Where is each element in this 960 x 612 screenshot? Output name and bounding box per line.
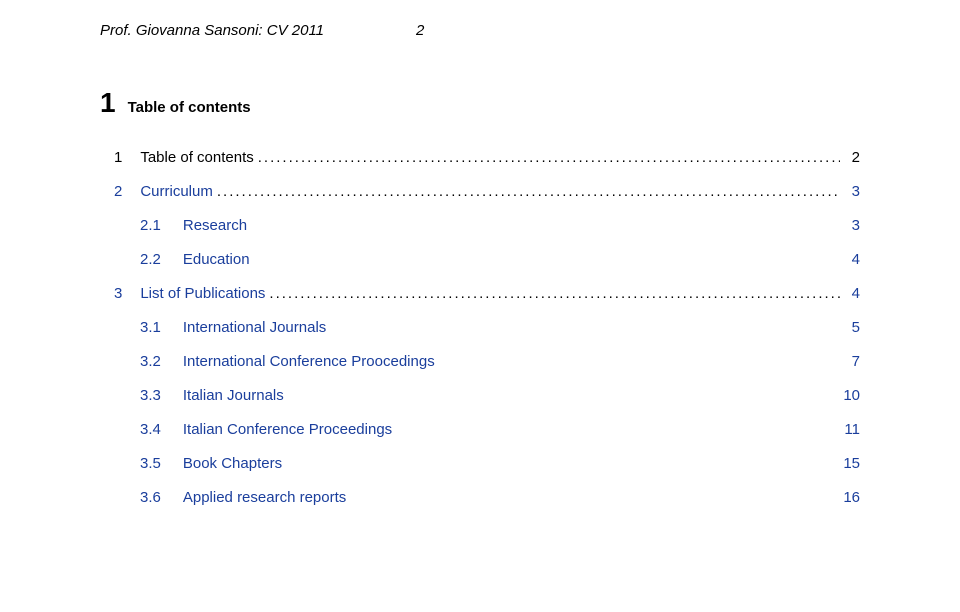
toc-page: 3 (840, 183, 860, 200)
toc-page: 10 (840, 387, 860, 404)
toc-row: 2.1 Research 3 (100, 217, 860, 234)
toc-page: 2 (840, 149, 860, 166)
toc-row: 1 Table of contents 2 (100, 149, 860, 166)
toc-label: Curriculum (140, 183, 213, 200)
toc-number: 3.3 (140, 387, 161, 404)
header-title: Prof. Giovanna Sansoni: CV 2011 (100, 22, 324, 39)
toc-number: 3 (114, 285, 122, 302)
toc-label: Italian Journals (183, 387, 284, 404)
toc-row: 3.6 Applied research reports 16 (100, 489, 860, 506)
toc-page: 15 (840, 455, 860, 472)
toc-number: 3.5 (140, 455, 161, 472)
page: Prof. Giovanna Sansoni: CV 2011 2 1 Tabl… (0, 0, 960, 612)
toc-page: 5 (840, 319, 860, 336)
toc-number: 3.4 (140, 421, 161, 438)
toc-leader-dots (254, 149, 840, 166)
section-heading: 1 Table of contents (100, 87, 860, 119)
toc-row: 3.2 International Conference Proocedings 7 (100, 353, 860, 370)
section-number: 1 (100, 87, 116, 119)
table-of-contents: 1 Table of contents 2 2 Curriculum 3 2.1 Resear… (100, 149, 860, 506)
toc-label: Education (183, 251, 250, 268)
toc-number: 3.1 (140, 319, 161, 336)
toc-number: 3.6 (140, 489, 161, 506)
toc-number: 2.1 (140, 217, 161, 234)
header-page-number: 2 (416, 22, 424, 39)
section-title: Table of contents (128, 99, 251, 116)
toc-number: 1 (114, 149, 122, 166)
toc-page: 11 (840, 421, 860, 438)
toc-label: International Journals (183, 319, 326, 336)
page-header: Prof. Giovanna Sansoni: CV 2011 2 (100, 22, 860, 39)
toc-label: International Conference Proocedings (183, 353, 435, 370)
toc-label: List of Publications (140, 285, 265, 302)
toc-number: 2 (114, 183, 122, 200)
toc-leader-dots (265, 285, 840, 302)
toc-number: 3.2 (140, 353, 161, 370)
toc-row: 2.2 Education 4 (100, 251, 860, 268)
toc-label: Research (183, 217, 247, 234)
toc-row: 3 List of Publications 4 (100, 285, 860, 302)
toc-label: Italian Conference Proceedings (183, 421, 392, 438)
toc-label: Book Chapters (183, 455, 282, 472)
toc-row: 2 Curriculum 3 (100, 183, 860, 200)
toc-page: 4 (840, 285, 860, 302)
toc-label: Applied research reports (183, 489, 346, 506)
toc-page: 4 (840, 251, 860, 268)
toc-row: 3.4 Italian Conference Proceedings 11 (100, 421, 860, 438)
toc-page: 16 (840, 489, 860, 506)
toc-leader-dots (213, 183, 840, 200)
toc-page: 3 (840, 217, 860, 234)
toc-page: 7 (840, 353, 860, 370)
toc-row: 3.1 International Journals 5 (100, 319, 860, 336)
toc-number: 2.2 (140, 251, 161, 268)
toc-label: Table of contents (140, 149, 253, 166)
header-spacer (324, 22, 416, 39)
toc-row: 3.3 Italian Journals 10 (100, 387, 860, 404)
toc-row: 3.5 Book Chapters 15 (100, 455, 860, 472)
